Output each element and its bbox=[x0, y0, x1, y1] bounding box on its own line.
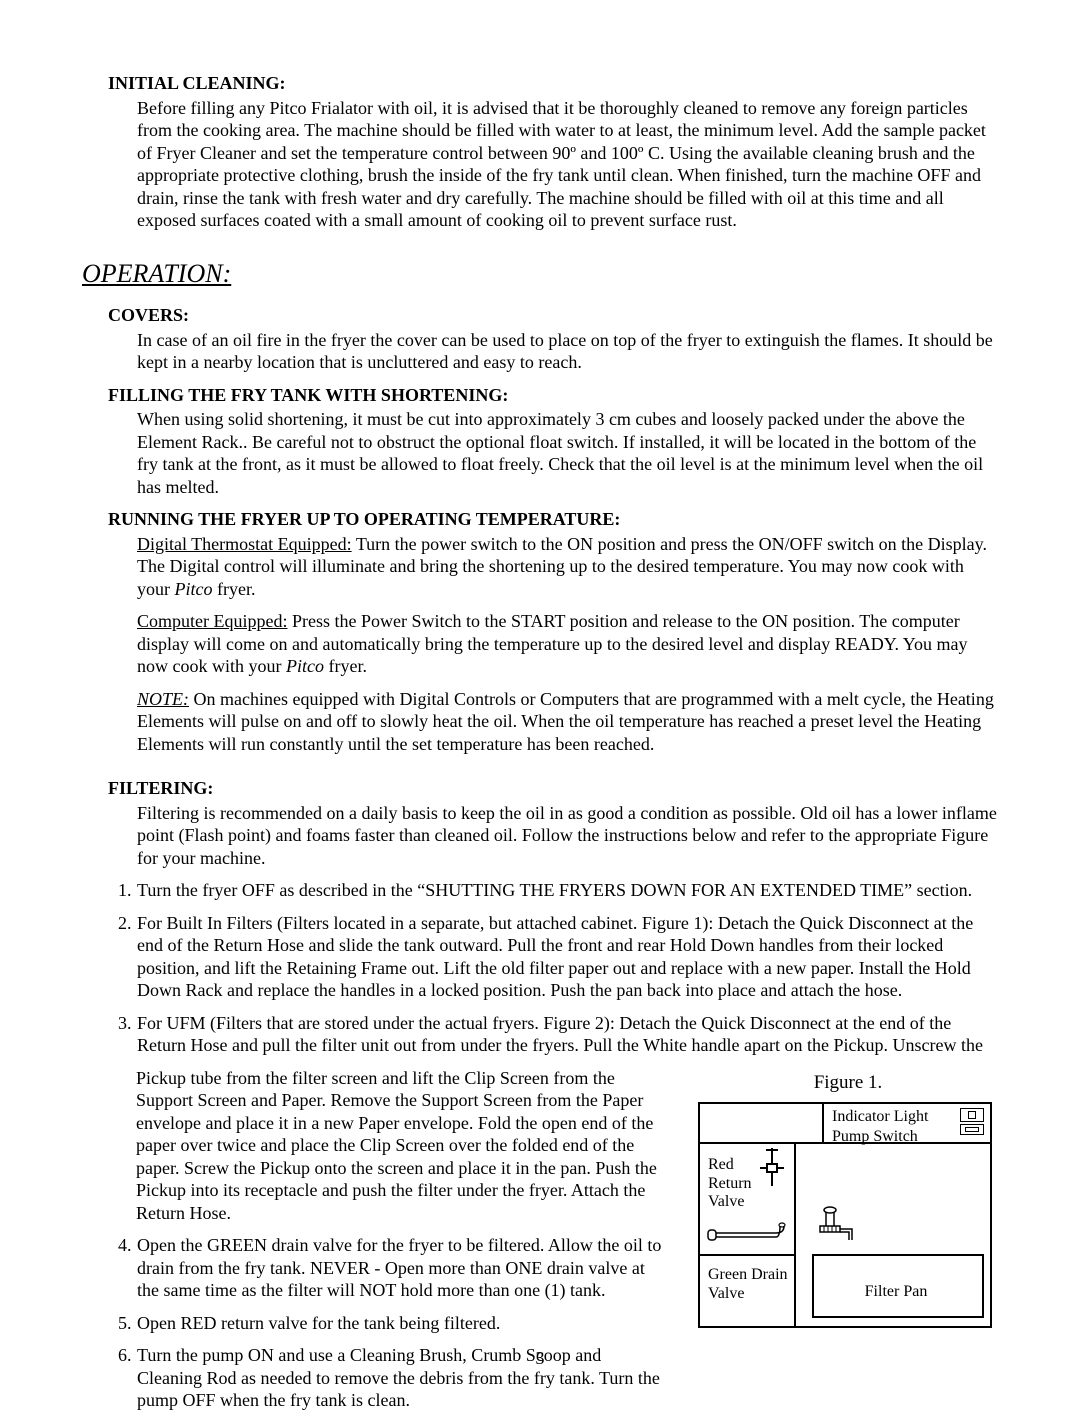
filtering-item-3a: For UFM (Filters that are stored under t… bbox=[136, 1012, 998, 1057]
fig1-green-1: Green Drain bbox=[708, 1266, 788, 1283]
fig1-indicator-light: Indicator Light bbox=[832, 1108, 928, 1125]
fig1-filter-pan: Filter Pan bbox=[865, 1283, 928, 1300]
drain-pipe-icon bbox=[706, 1222, 788, 1246]
running-note: NOTE: On machines equipped with Digital … bbox=[137, 688, 998, 756]
fig1-red-1: Red bbox=[708, 1156, 734, 1173]
initial-cleaning-body: Before filling any Pitco Frialator with … bbox=[137, 97, 998, 232]
figure-1-caption: Figure 1. bbox=[698, 1071, 998, 1095]
figure-1-diagram: Indicator Light Pump Switch Red bbox=[698, 1102, 992, 1328]
filtering-heading: FILTERING: bbox=[108, 777, 998, 800]
red-return-valve-icon bbox=[758, 1146, 786, 1190]
filtering-item-3b: Pickup tube from the filter screen and l… bbox=[136, 1067, 670, 1225]
computer-body-end: fryer. bbox=[324, 656, 367, 676]
covers-body: In case of an oil fire in the fryer the … bbox=[137, 329, 998, 374]
pipe-icon bbox=[800, 1204, 860, 1244]
fig1-green-2: Valve bbox=[708, 1285, 744, 1302]
note-label: NOTE: bbox=[137, 689, 189, 709]
filling-heading: FILLING THE FRY TANK WITH SHORTENING: bbox=[108, 384, 998, 407]
filtering-item-1: Turn the fryer OFF as described in the “… bbox=[136, 879, 998, 902]
running-heading: RUNNING THE FRYER UP TO OPERATING TEMPER… bbox=[108, 508, 998, 531]
filtering-item-5: Open RED return valve for the tank being… bbox=[136, 1312, 670, 1335]
filtering-intro: Filtering is recommended on a daily basi… bbox=[137, 802, 998, 870]
fig1-red-3: Valve bbox=[708, 1193, 744, 1210]
operation-heading: OPERATION: bbox=[82, 258, 998, 291]
page-number: 3 bbox=[0, 1347, 1080, 1370]
filling-body: When using solid shortening, it must be … bbox=[137, 408, 998, 498]
filtering-item-4: Open the GREEN drain valve for the fryer… bbox=[136, 1234, 670, 1302]
digital-thermostat-label: Digital Thermostat Equipped: bbox=[137, 534, 352, 554]
note-body: On machines equipped with Digital Contro… bbox=[137, 689, 994, 754]
pitco-1: Pitco bbox=[175, 579, 213, 599]
digital-body-end: fryer. bbox=[213, 579, 256, 599]
initial-cleaning-heading: INITIAL CLEANING: bbox=[108, 72, 998, 95]
pitco-2: Pitco bbox=[286, 656, 324, 676]
covers-heading: COVERS: bbox=[108, 304, 998, 327]
computer-equipped-label: Computer Equipped: bbox=[137, 611, 287, 631]
fig1-red-2: Return bbox=[708, 1175, 752, 1192]
filtering-list: Turn the fryer OFF as described in the “… bbox=[108, 879, 998, 1057]
running-digital: Digital Thermostat Equipped: Turn the po… bbox=[137, 533, 998, 601]
filtering-item-2: For Built In Filters (Filters located in… bbox=[136, 912, 998, 1002]
running-computer: Computer Equipped: Press the Power Switc… bbox=[137, 610, 998, 678]
fig1-pump-switch: Pump Switch bbox=[832, 1128, 918, 1145]
